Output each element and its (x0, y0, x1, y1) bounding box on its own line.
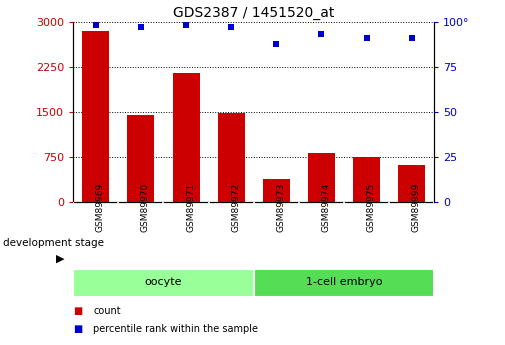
Text: oocyte: oocyte (145, 277, 182, 287)
Text: percentile rank within the sample: percentile rank within the sample (93, 324, 259, 334)
Point (182, 22, 190, 27)
Title: GDS2387 / 1451520_at: GDS2387 / 1451520_at (173, 6, 334, 20)
Point (92, 22, 100, 28)
Bar (73, 269, 254, 297)
Bar (263, 179, 290, 202)
Point (272, 41, 280, 47)
Text: GSM89972: GSM89972 (231, 183, 240, 231)
Point (137, 24, 145, 30)
Text: count: count (93, 306, 121, 316)
Bar (308, 153, 335, 202)
Bar (218, 113, 245, 202)
Text: ▶: ▶ (57, 254, 65, 264)
Point (408, 35, 416, 40)
Text: 1-cell embryo: 1-cell embryo (306, 277, 382, 287)
Bar (353, 157, 380, 202)
Text: GSM89970: GSM89970 (141, 183, 150, 232)
Text: ■: ■ (73, 306, 82, 316)
Text: GSM89975: GSM89975 (367, 183, 376, 232)
Bar (82, 31, 109, 202)
Point (318, 31, 326, 37)
Text: GSM89974: GSM89974 (322, 183, 330, 231)
Bar (398, 165, 425, 202)
Text: development stage: development stage (3, 238, 104, 248)
Text: GSM89969: GSM89969 (96, 183, 105, 232)
Point (363, 35, 371, 40)
Bar (254, 269, 434, 297)
Bar (173, 73, 199, 202)
Text: ■: ■ (73, 324, 82, 334)
Text: GSM89999: GSM89999 (412, 183, 421, 232)
Text: GSM89973: GSM89973 (276, 183, 285, 232)
Bar (127, 115, 155, 202)
Text: GSM89971: GSM89971 (186, 183, 195, 232)
Point (227, 24, 235, 30)
